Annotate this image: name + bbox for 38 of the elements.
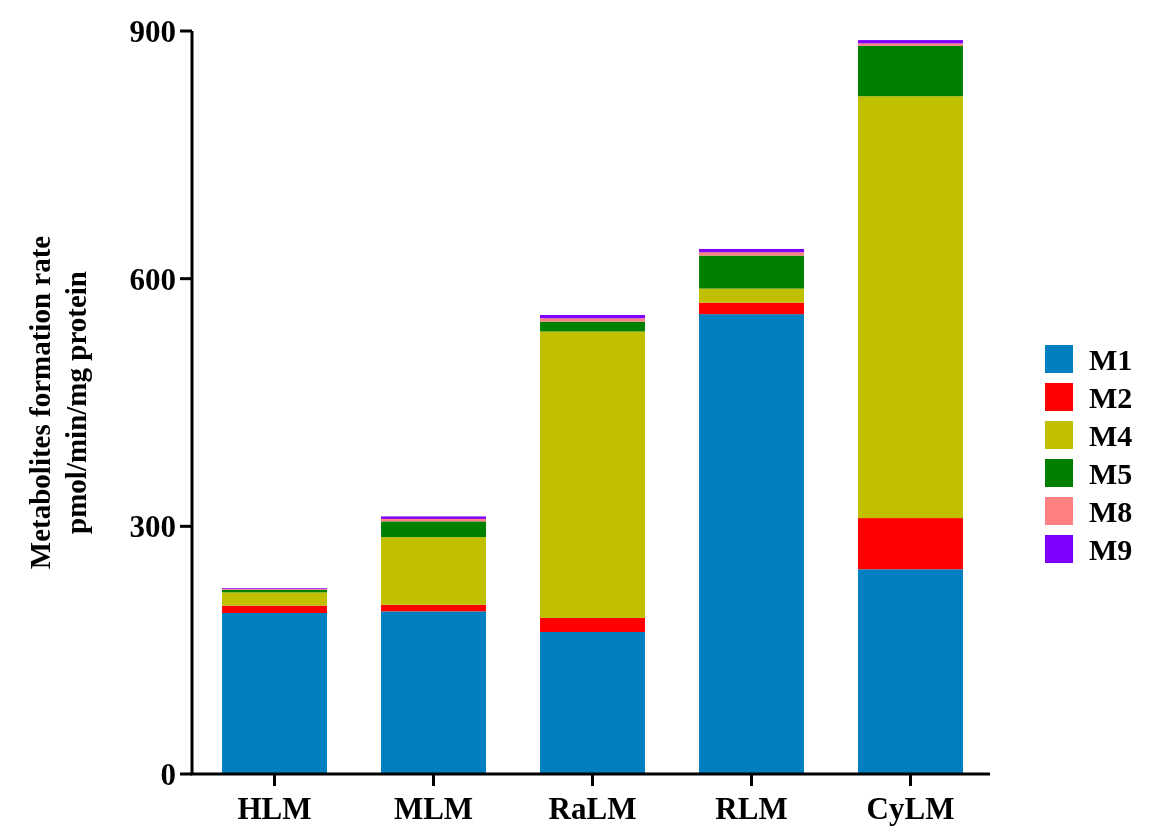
legend-label: M2 bbox=[1089, 380, 1133, 414]
y-tick-label: 300 bbox=[129, 509, 176, 545]
bar bbox=[699, 302, 804, 315]
x-tick-label: MLM bbox=[393, 791, 474, 826]
bar bbox=[540, 617, 645, 632]
y-tick-label: 0 bbox=[160, 756, 176, 792]
bar bbox=[381, 604, 486, 612]
bar bbox=[222, 605, 327, 614]
legend-label: M5 bbox=[1089, 456, 1133, 490]
bar bbox=[540, 321, 645, 332]
bar bbox=[381, 521, 486, 538]
y-tick-label: 900 bbox=[129, 13, 176, 49]
bar bbox=[222, 613, 327, 774]
legend-label: M1 bbox=[1089, 342, 1133, 376]
x-tick-label: RLM bbox=[715, 791, 788, 826]
bar bbox=[699, 288, 804, 303]
bar bbox=[699, 314, 804, 774]
bar bbox=[858, 45, 963, 97]
bar bbox=[381, 611, 486, 774]
legend-label: M4 bbox=[1089, 418, 1133, 452]
bar bbox=[699, 255, 804, 289]
bar bbox=[222, 592, 327, 606]
bar bbox=[540, 331, 645, 618]
x-tick-label: CyLM bbox=[866, 791, 955, 826]
y-axis-title: Metabolites formation rate pmol/min/mg protein bbox=[24, 235, 92, 570]
bar bbox=[381, 537, 486, 605]
x-tick-label: RaLM bbox=[548, 791, 637, 826]
bar bbox=[858, 96, 963, 519]
legend-label: M9 bbox=[1089, 532, 1133, 566]
bar bbox=[540, 314, 645, 319]
bar bbox=[699, 248, 804, 253]
legend-label: M8 bbox=[1089, 494, 1133, 528]
bar bbox=[699, 252, 804, 256]
y-tick-label: 600 bbox=[129, 261, 176, 297]
bar bbox=[858, 518, 963, 570]
bar bbox=[540, 632, 645, 774]
x-tick-label: HLM bbox=[237, 791, 312, 826]
bar bbox=[858, 569, 963, 774]
